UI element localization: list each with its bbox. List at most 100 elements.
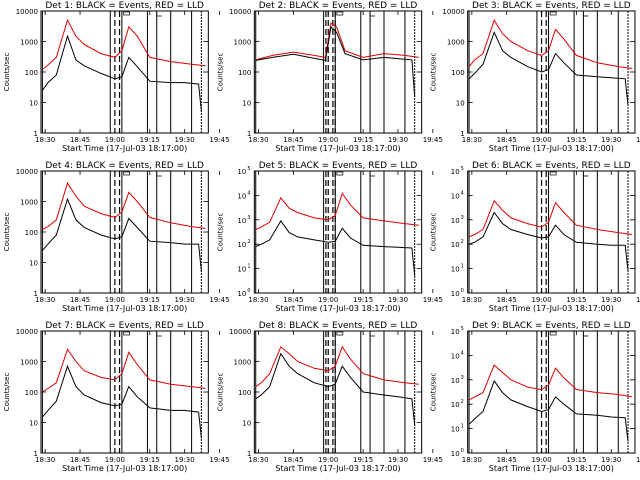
x-axis-label: Start Time (17-Jul-03 18:17:00) [489,304,614,313]
y-tick-label: 10 [451,426,460,434]
x-tick-label: 18:30 [35,456,55,464]
x-tick-label: 19:00 [318,296,338,304]
y-axis-label: Counts/sec [216,53,224,92]
x-axis-label: Start Time (17-Jul-03 18:17:00) [275,144,400,153]
y-tick-label: 10 [237,241,246,249]
x-tick-label: 19:45 [423,456,443,464]
y-tick-label: 100 [238,69,251,77]
y-tick-exponent: 1 [461,424,464,430]
chart-title: Det 9: BLACK = Events, RED = LLD [472,321,631,331]
x-tick-label: 19:45 [423,136,443,144]
x-tick-label: 19:30 [388,296,408,304]
y-tick-label: 10 [451,290,460,298]
x-axis-label: Start Time (17-Jul-03 18:17:00) [62,144,187,153]
x-tick-label: 19:45 [209,136,229,144]
state-marker [369,332,376,337]
y-tick-label: 10 [456,100,465,108]
y-tick-label: 1000 [447,39,465,47]
y-tick-exponent: 1 [461,264,464,270]
x-tick-label: 18:30 [248,456,268,464]
y-tick-label: 10 [451,450,460,458]
y-tick-label: 10 [242,100,251,108]
y-axis-label: Counts/sec [430,213,438,252]
series-line-lld [42,348,206,393]
x-tick-label: 18:45 [70,456,90,464]
y-tick-label: 10000 [16,168,38,176]
x-tick-label: 19:45 [423,296,443,304]
x-tick-label: 19:15 [353,136,373,144]
y-tick-label: 1 [247,130,251,138]
x-tick-label: 19:00 [531,296,551,304]
series-line-lld [42,181,206,231]
y-tick-exponent: 4 [247,190,250,196]
x-tick-label: 18:30 [462,456,482,464]
y-tick-label: 10 [242,420,251,428]
y-tick-label: 1 [460,130,464,138]
x-tick-label: 19:45 [636,296,640,304]
y-tick-label: 1000 [234,39,252,47]
attenuator-marker [123,331,130,336]
series-line-events [468,211,629,272]
series-line-events [255,352,416,426]
y-tick-label: 10000 [442,8,464,16]
x-tick-label: 19:00 [531,456,551,464]
y-tick-exponent: 2 [461,399,464,405]
y-tick-label: 10 [451,168,460,176]
x-tick-label: 18:45 [283,296,303,304]
plot-frame [253,170,423,294]
series-line-events [255,25,416,98]
state-marker [156,332,162,337]
x-axis-label: Start Time (17-Jul-03 18:17:00) [275,304,400,313]
x-tick-label: 19:45 [209,296,229,304]
x-tick-label: 18:45 [70,136,90,144]
plot-frame [467,170,636,294]
y-axis-label: Counts/sec [3,53,11,92]
x-tick-label: 19:30 [175,136,195,144]
y-tick-exponent: 5 [461,326,464,332]
x-tick-label: 18:30 [462,296,482,304]
x-tick-label: 19:30 [388,456,408,464]
y-tick-exponent: 2 [247,239,250,245]
y-tick-label: 10 [451,377,460,385]
y-tick-label: 10 [451,266,460,274]
y-tick-exponent: 2 [461,239,464,245]
y-tick-exponent: 3 [461,375,464,381]
y-tick-label: 10 [237,266,246,274]
x-tick-label: 19:15 [566,456,586,464]
series-line-events [42,364,202,439]
y-tick-label: 10 [451,352,460,360]
y-axis-label: Counts/sec [430,53,438,92]
y-tick-label: 1000 [234,359,252,367]
x-tick-label: 19:00 [531,136,551,144]
y-tick-label: 1 [34,290,38,298]
series-line-events [468,379,629,442]
state-marker [156,172,162,177]
x-tick-label: 18:30 [35,136,55,144]
y-tick-label: 10000 [16,328,38,336]
x-tick-label: 18:45 [70,296,90,304]
x-tick-label: 18:45 [497,296,517,304]
chart-panel-8: Det 8: BLACK = Events, RED = LLD 1 10 100 10… [216,321,443,473]
y-tick-exponent: 0 [461,288,464,294]
y-tick-label: 10000 [16,8,38,16]
y-tick-label: 10000 [229,8,251,16]
chart-title: Det 2: BLACK = Events, RED = LLD [259,1,418,11]
x-tick-label: 18:30 [35,296,55,304]
x-tick-label: 19:00 [105,296,125,304]
y-tick-exponent: 4 [461,190,464,196]
x-tick-label: 19:30 [175,456,195,464]
y-tick-label: 10 [451,241,460,249]
x-tick-label: 19:30 [601,456,621,464]
chart-panel-7: Det 7: BLACK = Events, RED = LLD 1 10 100 10… [3,321,230,473]
x-tick-label: 18:30 [462,136,482,144]
y-tick-label: 1000 [20,39,38,47]
chart-title: Det 8: BLACK = Events, RED = LLD [259,321,418,331]
chart-title: Det 7: BLACK = Events, RED = LLD [45,321,204,331]
y-axis-label: Counts/sec [216,373,224,412]
x-tick-label: 18:45 [497,136,517,144]
x-tick-label: 19:15 [566,136,586,144]
y-tick-exponent: 4 [461,350,464,356]
x-axis-label: Start Time (17-Jul-03 18:17:00) [62,464,187,473]
